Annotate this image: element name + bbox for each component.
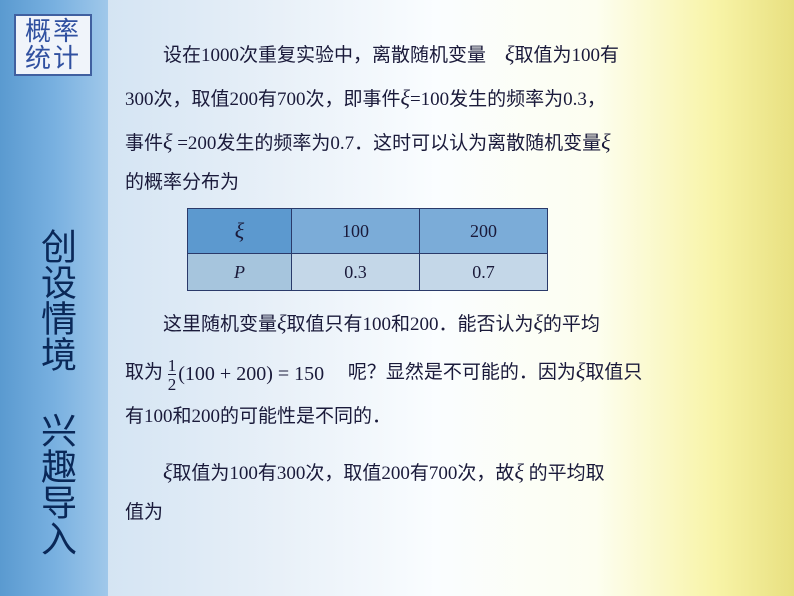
p1-b: 取值为100有	[514, 45, 619, 66]
fraction: 1 2	[168, 357, 177, 393]
table-row: P 0.3 0.7	[188, 254, 548, 291]
logo-box: 概率 统计	[14, 14, 92, 76]
p1-d: =100发生的频率为0.3，	[410, 89, 606, 110]
table-cell-p: P	[188, 254, 292, 291]
logo-line1: 概率	[25, 18, 81, 45]
p2-c: 的平均	[543, 314, 600, 335]
paragraph-3-line2: 值为	[125, 494, 745, 532]
p2-g: 有100和200的可能性是不同的．	[125, 406, 391, 427]
table-cell: 0.3	[292, 254, 420, 291]
table-cell: 200	[420, 209, 548, 254]
table-cell: 0.7	[420, 254, 548, 291]
p3-a: 取值为100有300次，取值200有700次，故	[172, 463, 514, 484]
xi-symbol: ξ	[514, 459, 523, 484]
spacer	[125, 436, 745, 450]
formula-block: 1 2 (100 + 200) = 150	[168, 350, 324, 398]
xi-symbol: ξ	[163, 459, 172, 484]
table-row: ξ 100 200	[188, 209, 548, 254]
logo-line2: 统计	[25, 45, 81, 72]
p1-e: 事件	[125, 133, 163, 154]
xi-symbol: ξ	[235, 218, 244, 243]
paragraph-1-line3: 事件ξ =200发生的频率为0.7．这时可以认为离散随机变量ξ	[125, 120, 745, 164]
xi-symbol: ξ	[533, 310, 542, 335]
paragraph-1-line4: 的概率分布为	[125, 164, 745, 202]
formula-expr: (100 + 200) = 150	[178, 363, 324, 385]
xi-symbol: ξ	[401, 85, 410, 110]
p2-b: 取值只有100和200．能否认为	[286, 314, 533, 335]
xi-symbol: ξ	[576, 358, 585, 383]
p3-c: 值为	[125, 502, 163, 523]
xi-symbol: ξ	[601, 129, 610, 154]
paragraph-1: 设在1000次重复实验中，离散随机变量 ξ取值为100有	[125, 32, 745, 76]
content-area: 设在1000次重复实验中，离散随机变量 ξ取值为100有 300次，取值200有…	[125, 32, 745, 532]
table-cell: 100	[292, 209, 420, 254]
p2-f: 取值只	[585, 362, 642, 383]
p3-b: 的平均取	[524, 463, 605, 484]
paragraph-2-line2: 取为 1 2 (100 + 200) = 150 呢？显然是不可能的．因为ξ取值…	[125, 345, 745, 398]
p2-d: 取为	[125, 362, 163, 383]
p1-g: 的概率分布为	[125, 172, 239, 193]
paragraph-2: 这里随机变量ξ取值只有100和200．能否认为ξ的平均	[125, 301, 745, 345]
paragraph-1-line2: 300次，取值200有700次，即事件ξ=100发生的频率为0.3，	[125, 76, 745, 120]
p2-a: 这里随机变量	[163, 314, 277, 335]
p1-a: 设在1000次重复实验中，离散随机变量	[163, 45, 505, 66]
probability-table: ξ 100 200 P 0.3 0.7	[187, 208, 548, 291]
p1-f: =200发生的频率为0.7．这时可以认为离散随机变量	[172, 133, 601, 154]
fraction-num: 1	[168, 357, 177, 374]
paragraph-3: ξ取值为100有300次，取值200有700次，故ξ 的平均取	[125, 450, 745, 494]
side-title: 创设情境 兴趣导入	[30, 228, 74, 556]
table-header-xi: ξ	[188, 209, 292, 254]
sidebar: 概率 统计 创设情境 兴趣导入	[0, 0, 108, 596]
paragraph-2-line3: 有100和200的可能性是不同的．	[125, 398, 745, 436]
p2-e: 呢？显然是不可能的．因为	[329, 362, 576, 383]
fraction-den: 2	[168, 374, 177, 393]
p1-c: 300次，取值200有700次，即事件	[125, 89, 401, 110]
